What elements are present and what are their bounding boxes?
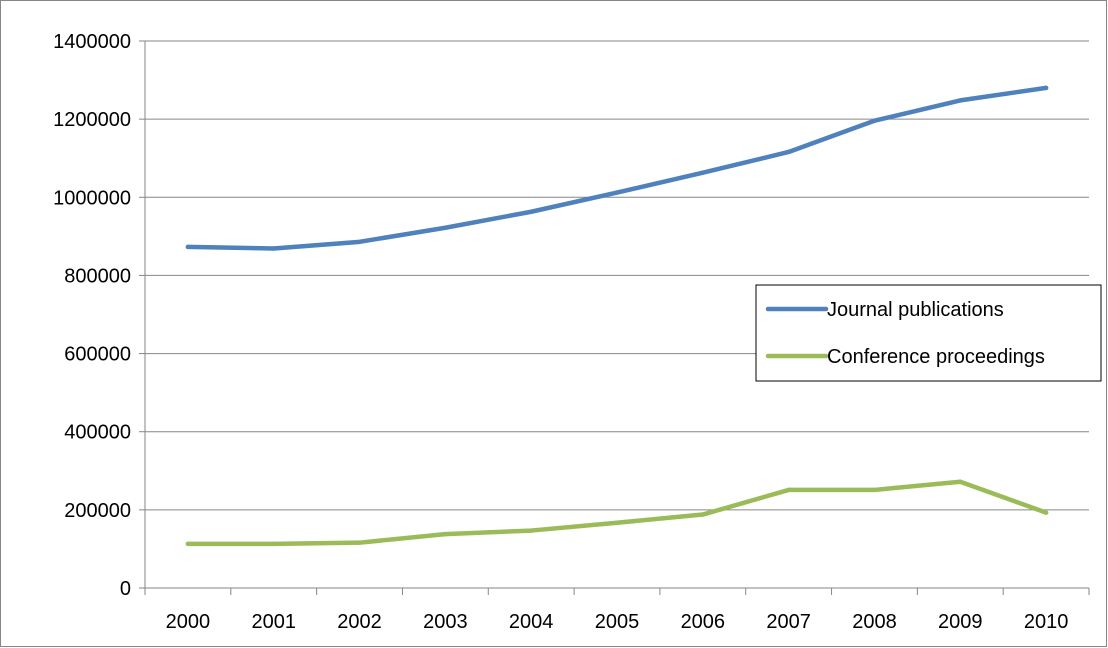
data-point xyxy=(958,98,963,103)
data-point xyxy=(614,520,620,525)
x-tick-label: 2008 xyxy=(852,611,897,633)
y-tick-label: 800000 xyxy=(64,265,131,287)
data-point xyxy=(786,149,791,155)
axes: 0 200000 400000 600000 800000 1000000 1200000 1… xyxy=(53,31,1090,633)
data-point xyxy=(1043,510,1049,515)
data-point xyxy=(357,540,362,545)
x-tick-label: 2002 xyxy=(337,611,382,633)
x-tick-label: 2007 xyxy=(766,611,811,633)
data-point xyxy=(700,512,706,517)
legend: Journal publications Conference proceedin… xyxy=(755,284,1102,382)
x-tick-label: 2003 xyxy=(423,611,468,633)
y-tick-label: 1200000 xyxy=(53,109,131,131)
data-point xyxy=(786,487,791,493)
y-tick-label: 600000 xyxy=(64,344,131,366)
data-point xyxy=(443,531,448,537)
x-tick-label: 2009 xyxy=(938,611,983,633)
gridlines xyxy=(145,40,1089,511)
data-point xyxy=(958,479,963,484)
x-tick-label: 2006 xyxy=(681,611,726,633)
series-lines xyxy=(185,85,1049,547)
y-tick-label: 0 xyxy=(120,578,131,600)
x-tick-label: 2004 xyxy=(509,611,554,633)
data-point xyxy=(528,209,534,214)
y-tick-label: 1400000 xyxy=(53,31,131,53)
data-point xyxy=(1043,85,1049,91)
data-point xyxy=(700,170,706,175)
data-point xyxy=(443,225,448,230)
data-point xyxy=(185,541,191,547)
legend-label: Journal publications xyxy=(827,299,1004,321)
y-tick-label: 400000 xyxy=(64,422,131,444)
data-point xyxy=(528,528,534,533)
data-point xyxy=(271,541,276,547)
x-tick-label: 2010 xyxy=(1024,611,1069,633)
data-point xyxy=(357,239,362,245)
x-tick-label: 2001 xyxy=(251,611,296,633)
data-point xyxy=(872,118,877,123)
legend-box xyxy=(755,284,1102,382)
y-tick-label: 1000000 xyxy=(53,187,131,209)
x-tick-label: 2005 xyxy=(595,611,640,633)
data-point xyxy=(271,246,276,251)
y-tick-label: 200000 xyxy=(64,500,131,522)
data-point xyxy=(614,190,620,195)
legend-label: Conference proceedings xyxy=(827,346,1045,368)
x-tick-label: 2000 xyxy=(166,611,211,633)
data-point xyxy=(872,487,877,493)
data-point xyxy=(185,244,191,250)
